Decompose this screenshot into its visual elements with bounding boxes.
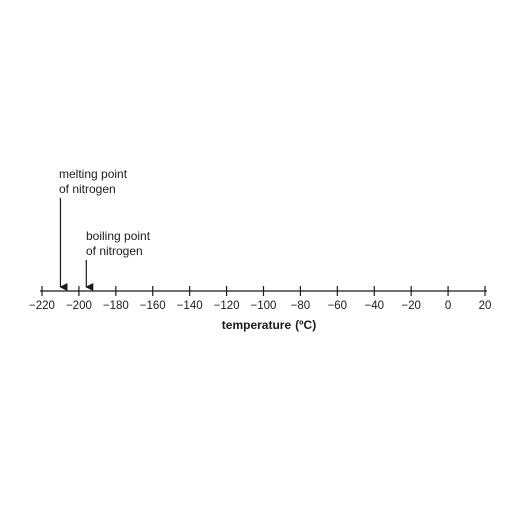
boiling-point-label-line2: of nitrogen [86, 244, 143, 258]
axis-tick-label: −120 [214, 300, 240, 312]
axis-title-unit: (ºC) [295, 318, 316, 332]
axis-tick-label: −40 [364, 300, 384, 312]
boiling-point-label-line1: boiling point [86, 229, 151, 243]
axis-tick-label: −80 [291, 300, 311, 312]
axis-title: temperature (ºC) [222, 318, 316, 332]
axis-tick-label: 0 [445, 300, 451, 312]
axis-tick-label: −20 [401, 300, 421, 312]
axis-tick-label: 20 [479, 300, 492, 312]
axis-tick-label: −160 [140, 300, 166, 312]
axis-tick-label: −200 [66, 300, 92, 312]
axis-ticks: −220 −200 −180 −160 −140 −120 −100 −80 −60 −40 −20… [29, 286, 491, 312]
melting-point-label-line2: of nitrogen [59, 182, 116, 196]
axis-tick-label: −140 [177, 300, 203, 312]
axis-tick-label: −180 [103, 300, 129, 312]
melting-point-label-line1: melting point [59, 167, 128, 181]
axis-title-main: temperature [222, 318, 292, 332]
axis-tick-label: −220 [29, 300, 55, 312]
axis-tick-label: −60 [328, 300, 348, 312]
axis-tick-label: −100 [251, 300, 277, 312]
